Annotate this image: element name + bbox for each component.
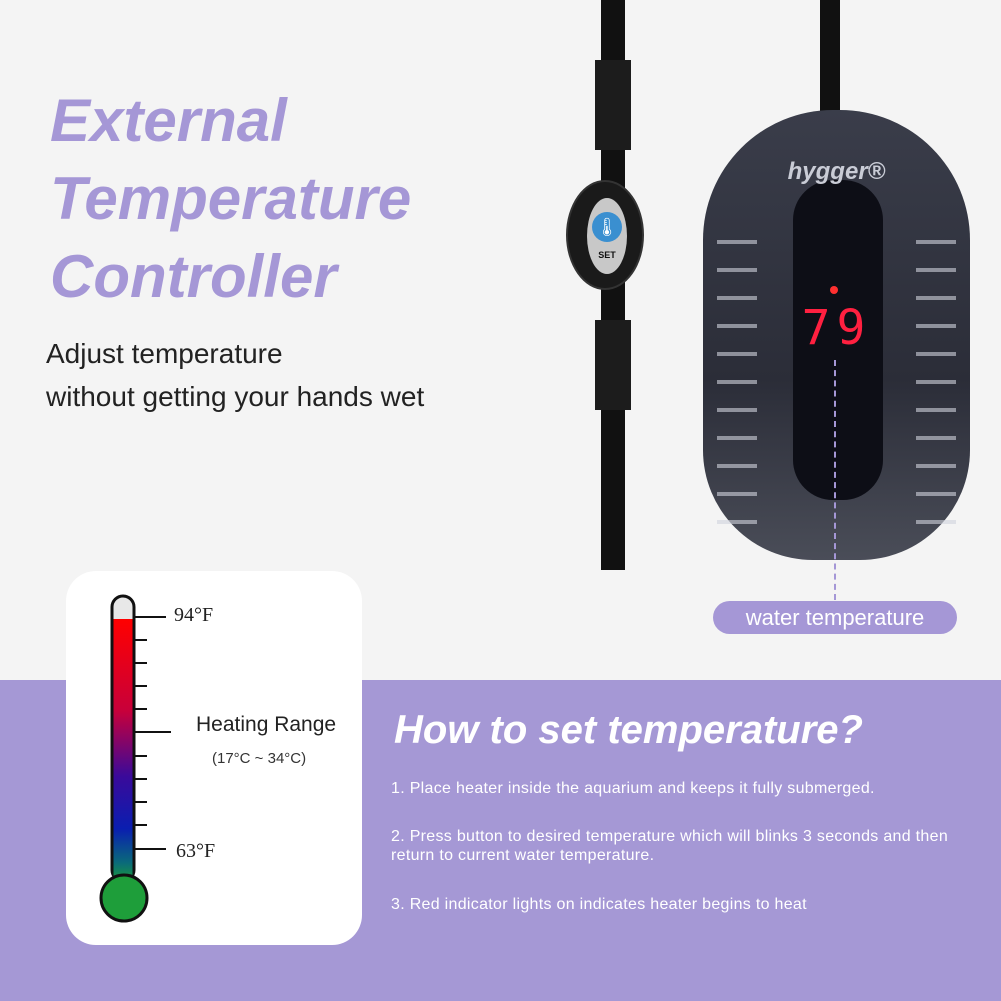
thermometer-card	[66, 571, 362, 945]
thermometer-graphic	[99, 594, 171, 923]
water-temperature-label: water temperature	[713, 601, 957, 634]
heating-range-celsius: (17°C ~ 34°C)	[212, 750, 307, 767]
heater-fins	[916, 240, 956, 540]
cord-strain-relief	[595, 320, 631, 410]
min-temp-label: 63°F	[176, 840, 216, 862]
temperature-display: 79	[801, 300, 872, 356]
instruction-step: 1. Place heater inside the aquarium and …	[391, 780, 875, 797]
heater-fins	[717, 240, 757, 540]
max-temp-label: 94°F	[174, 604, 214, 626]
headline-line: Controller	[50, 243, 337, 310]
heating-indicator-light	[830, 286, 838, 294]
set-label: SET	[598, 250, 616, 260]
instruction-step: 2. Press button to desired temperature w…	[391, 828, 949, 864]
thermometer-celsius-icon: 🌡	[592, 212, 622, 242]
headline-line: Temperature	[50, 165, 412, 232]
subtitle-line: without getting your hands wet	[46, 381, 425, 412]
headline: External Temperature Controller	[50, 82, 411, 316]
cord-strain-relief	[595, 60, 631, 150]
heater-body: hygger® 79	[703, 110, 970, 560]
heating-range-title: Heating Range	[196, 713, 337, 736]
instruction-step: 3. Red indicator lights on indicates hea…	[391, 896, 807, 913]
instructions-title: How to set temperature?	[394, 708, 863, 752]
brand-logo: hygger®	[787, 158, 886, 185]
display-panel	[793, 180, 883, 500]
heater-cord	[820, 0, 840, 120]
set-button[interactable]: 🌡 SET	[587, 198, 627, 274]
callout-line	[834, 360, 836, 600]
external-controller: 🌡 SET	[566, 180, 644, 290]
headline-line: External	[50, 87, 287, 154]
subtitle: Adjust temperature without getting your …	[46, 332, 424, 418]
subtitle-line: Adjust temperature	[46, 338, 283, 369]
